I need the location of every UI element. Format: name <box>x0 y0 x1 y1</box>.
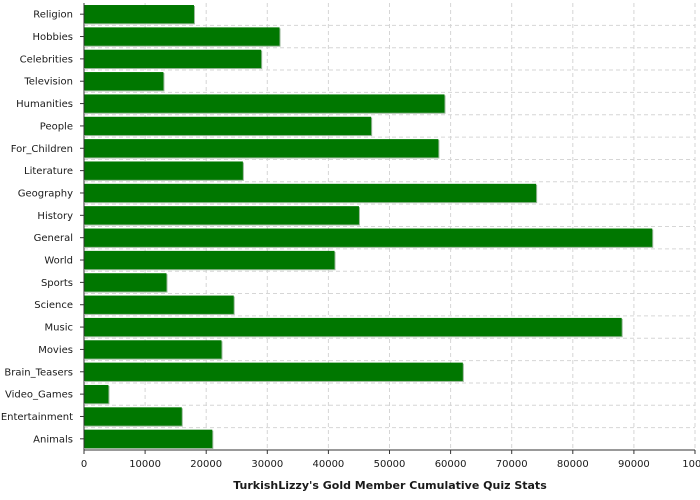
bar <box>84 183 537 203</box>
bar <box>84 72 164 91</box>
bars <box>84 5 654 449</box>
bar <box>84 340 222 359</box>
category-label: Movies <box>38 345 73 356</box>
x-tick-label: 90000 <box>618 459 650 470</box>
category-label: Animals <box>33 434 73 445</box>
bar <box>84 317 622 337</box>
category-label: Celebrities <box>20 54 73 65</box>
category-label: People <box>40 121 73 132</box>
category-label: General <box>34 233 73 244</box>
category-label: Literature <box>24 166 73 177</box>
bar <box>84 228 653 247</box>
x-tick-label: 70000 <box>496 459 528 470</box>
bar <box>84 429 213 448</box>
category-label: Sports <box>41 278 73 289</box>
bar <box>84 49 262 69</box>
x-axis-title: TurkishLizzy's Gold Member Cumulative Qu… <box>233 479 547 492</box>
x-tick-label: 50000 <box>374 459 406 470</box>
x-tick-label: 40000 <box>312 459 344 470</box>
category-label: Music <box>45 323 73 334</box>
category-label: Video_Games <box>5 390 73 401</box>
bar <box>84 273 167 292</box>
bar <box>84 250 335 270</box>
bar <box>84 407 182 426</box>
category-label: For_Children <box>11 144 73 155</box>
x-tick-label: 60000 <box>435 459 467 470</box>
category-label: History <box>37 211 73 222</box>
category-label: Religion <box>33 10 73 21</box>
category-label: Hobbies <box>33 32 73 43</box>
x-tick-label: 0 <box>81 459 87 470</box>
x-tick-label: 80000 <box>557 459 589 470</box>
x-tick-label: 30000 <box>251 459 283 470</box>
x-tick-label: 1000 <box>682 459 700 470</box>
category-label: World <box>44 256 73 267</box>
axes <box>80 3 696 454</box>
bar <box>84 384 109 404</box>
bar <box>84 206 359 225</box>
bar <box>84 362 463 381</box>
category-label: Humanities <box>16 99 73 110</box>
bar <box>84 295 234 314</box>
bar <box>84 5 194 24</box>
bar <box>84 94 445 113</box>
bar <box>84 139 439 158</box>
category-label: Brain_Teasers <box>4 367 73 378</box>
category-label: Science <box>34 300 73 311</box>
bar <box>84 27 280 46</box>
category-label: Geography <box>18 188 73 199</box>
bar <box>84 116 372 136</box>
x-tick-labels: 0 10000 20000 30000 40000 50000 60000 70000 8000… <box>81 459 700 470</box>
grid-lines <box>84 3 696 450</box>
bar <box>84 161 243 180</box>
x-tick-label: 20000 <box>190 459 222 470</box>
category-label: Television <box>23 77 73 88</box>
x-tick-label: 10000 <box>129 459 161 470</box>
category-label: Entertainment <box>1 412 73 423</box>
category-labels: Religion Hobbies Celebrities Television Huma… <box>1 10 73 446</box>
